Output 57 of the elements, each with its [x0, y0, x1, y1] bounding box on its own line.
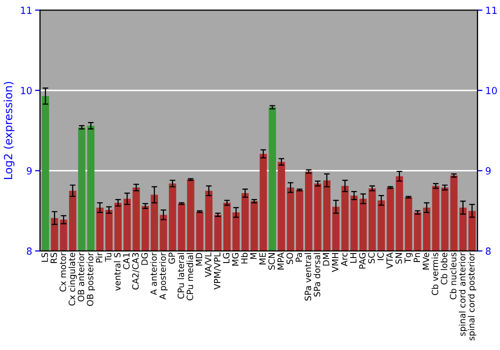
x-tick-label: MPA	[278, 252, 284, 270]
x-tick-label: A anterior	[150, 252, 157, 296]
x-tick-label: SCN	[268, 253, 275, 270]
x-tick-label: IC	[377, 252, 384, 260]
x-tick-label: CPu medial	[186, 253, 194, 300]
x-tick-label: Cx motor	[60, 252, 66, 292]
x-tick-label: Cb nucleus	[450, 252, 456, 300]
y-tick-label: 9	[26, 167, 32, 175]
x-tick-label: A posterior	[159, 252, 168, 300]
x-tick-label: Hb	[240, 252, 248, 264]
x-tick-label: Cb vermis	[432, 252, 438, 296]
x-tick-label: CA1	[123, 253, 130, 270]
x-tick-label: ME	[259, 252, 266, 264]
x-tick-label: LG	[222, 253, 230, 263]
x-tick-label: Tu	[105, 253, 112, 262]
x-tick-label: Pn	[414, 253, 420, 262]
x-tick-label: VA/VL	[204, 252, 212, 278]
x-tick-label: VPM/VPL	[214, 252, 222, 290]
y-tick-label: 11	[21, 6, 32, 14]
x-tick-label: LH	[350, 253, 356, 263]
y-tick-label: 8	[26, 247, 32, 255]
y2-tick-label: 9	[486, 167, 491, 175]
y2-tick-label: 11	[486, 6, 497, 14]
x-tick-label: OB anterior	[78, 252, 84, 302]
y2-tick-label: 10	[486, 86, 497, 94]
x-tick-label: Arc	[341, 252, 348, 266]
x-tick-label: SPa dorsal	[314, 253, 320, 296]
x-tick-label: Tg	[404, 253, 413, 264]
x-tick-label: DG	[141, 253, 148, 265]
x-tick-label: SN	[395, 253, 402, 264]
x-tick-label: Cb lobe	[440, 252, 448, 284]
x-tick-label: MVe	[422, 252, 430, 270]
x-tick-label: ventral S	[114, 252, 121, 291]
x-tick-label: CPu lateral	[177, 253, 184, 299]
x-tick-label: MG	[232, 253, 239, 266]
x-tick-label: Pa	[296, 253, 302, 262]
y-tick-label: 10	[21, 86, 32, 94]
y2-tick-label: 8	[486, 247, 491, 255]
x-tick-label: SPa ventral	[304, 253, 312, 300]
x-tick-label: GP	[168, 252, 176, 264]
x-tick-label: MD	[196, 252, 202, 266]
x-tick-label: CA2/CA3	[132, 253, 140, 290]
x-tick-label: Cx cingulate	[68, 252, 77, 306]
x-tick-label: PAG	[359, 253, 366, 269]
x-tick-label: SO	[286, 252, 294, 264]
x-tick-label: VMH	[332, 253, 338, 272]
x-tick-label: spinal cord posterior	[468, 252, 476, 340]
x-tick-label: VTA	[386, 252, 393, 269]
x-tick-label: Pir	[96, 252, 102, 262]
x-tick-label: spinal cord anterior	[458, 252, 468, 336]
y-axis-title: Log2 (expression)	[4, 82, 14, 179]
x-tick-label: OB posterior	[86, 252, 95, 306]
x-tick-label: SC	[368, 252, 375, 264]
x-tick-label: LS	[41, 252, 48, 262]
x-tick-label: DM	[322, 253, 330, 266]
x-tick-label: RS	[50, 252, 58, 263]
x-tick-label: M	[250, 253, 257, 259]
